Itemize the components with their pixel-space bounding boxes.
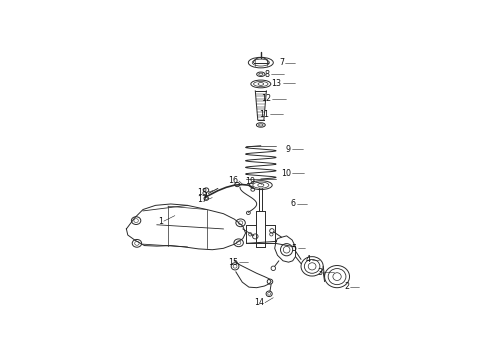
Text: 13: 13 bbox=[271, 79, 282, 88]
Text: 5: 5 bbox=[292, 244, 296, 253]
Text: 14: 14 bbox=[254, 298, 264, 307]
Text: 8: 8 bbox=[265, 70, 270, 79]
Text: 9: 9 bbox=[286, 145, 291, 154]
Text: 10: 10 bbox=[281, 169, 291, 178]
Text: 3: 3 bbox=[318, 268, 323, 277]
Text: 15: 15 bbox=[228, 258, 238, 267]
Text: 7: 7 bbox=[279, 58, 284, 67]
Text: 2: 2 bbox=[344, 282, 349, 291]
Text: 1: 1 bbox=[158, 217, 163, 226]
Text: 19: 19 bbox=[245, 177, 256, 186]
Text: 16: 16 bbox=[228, 176, 238, 185]
Text: 18: 18 bbox=[197, 188, 207, 197]
Text: 17: 17 bbox=[197, 195, 207, 204]
Text: 6: 6 bbox=[291, 199, 296, 208]
Text: 4: 4 bbox=[306, 256, 311, 265]
Text: 12: 12 bbox=[261, 94, 271, 103]
Text: 11: 11 bbox=[259, 110, 269, 119]
